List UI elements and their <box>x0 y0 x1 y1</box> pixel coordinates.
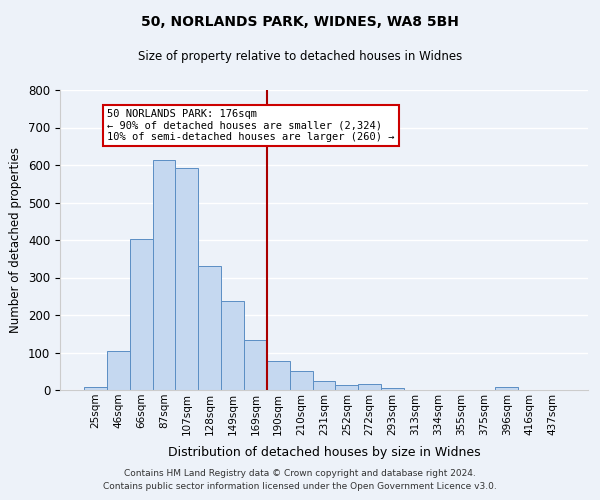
Text: Contains public sector information licensed under the Open Government Licence v3: Contains public sector information licen… <box>103 482 497 491</box>
Bar <box>335 385 358 390</box>
Bar <box>290 371 313 390</box>
Bar <box>221 301 244 390</box>
Bar <box>130 239 152 390</box>
Bar <box>198 266 221 390</box>
Bar <box>152 160 175 390</box>
X-axis label: Distribution of detached houses by size in Widnes: Distribution of detached houses by size … <box>167 446 481 459</box>
Bar <box>267 361 290 390</box>
Bar <box>175 168 198 390</box>
Bar <box>244 340 267 390</box>
Bar <box>358 384 381 390</box>
Bar <box>84 388 107 390</box>
Text: 50 NORLANDS PARK: 176sqm
← 90% of detached houses are smaller (2,324)
10% of sem: 50 NORLANDS PARK: 176sqm ← 90% of detach… <box>107 109 394 142</box>
Text: Size of property relative to detached houses in Widnes: Size of property relative to detached ho… <box>138 50 462 63</box>
Bar <box>313 380 335 390</box>
Bar <box>381 388 404 390</box>
Bar <box>496 387 518 390</box>
Text: Contains HM Land Registry data © Crown copyright and database right 2024.: Contains HM Land Registry data © Crown c… <box>124 468 476 477</box>
Bar <box>107 350 130 390</box>
Y-axis label: Number of detached properties: Number of detached properties <box>10 147 22 333</box>
Text: 50, NORLANDS PARK, WIDNES, WA8 5BH: 50, NORLANDS PARK, WIDNES, WA8 5BH <box>141 15 459 29</box>
